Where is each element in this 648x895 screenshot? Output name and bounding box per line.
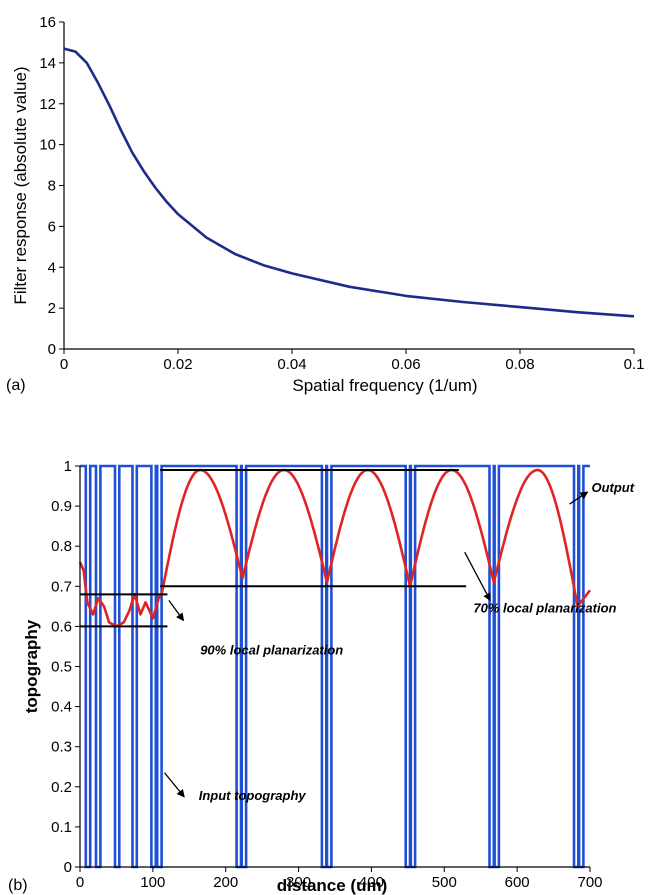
- x-tick-label: 0.08: [505, 356, 534, 373]
- x-tick-label: 200: [213, 874, 238, 891]
- y-tick-label: 0.7: [51, 578, 72, 595]
- y-tick-label: 0.9: [51, 498, 72, 515]
- x-tick-label: 400: [359, 874, 384, 891]
- output-annotation: Output: [591, 480, 634, 495]
- y-tick-label: 14: [39, 55, 56, 72]
- y-tick-label: 0.6: [51, 618, 72, 635]
- x-axis-label: distance (um): [277, 876, 388, 895]
- x-tick-label: 300: [286, 874, 311, 891]
- x-tick-label: 100: [140, 874, 165, 891]
- y-tick-label: 2: [48, 300, 56, 317]
- filter-response-line: [63, 47, 635, 318]
- y-tick-label: 1: [64, 458, 72, 475]
- y-tick-label: 0: [64, 859, 72, 876]
- y-tick-label: 8: [48, 178, 56, 195]
- x-tick-label: 500: [432, 874, 457, 891]
- input-topography-line: [80, 464, 590, 869]
- output-topography-line: [78, 468, 592, 628]
- chart-a: 0 2 4 6 8 10 12 14 16 0 0.02 0.04 0.06 0.08 0.1 Spatial…: [6, 14, 644, 395]
- y-tick-label: 0.4: [51, 699, 72, 716]
- planarization-70-annotation: 70% local planarization: [473, 600, 616, 615]
- panel-label-a: (a): [6, 377, 26, 394]
- output-arrow: [569, 491, 589, 505]
- y-tick-label: 0.3: [51, 739, 72, 756]
- y-tick-label: 12: [39, 96, 56, 113]
- y-axis-label: Filter response (absolute value): [11, 66, 30, 304]
- x-tick-label: 700: [577, 874, 602, 891]
- chart-b: 0 0.1 0.2 0.3 0.4 0.5 0.6 0.7 0.8 0.9 1 0 100 200 300 4…: [8, 458, 635, 895]
- y-tick-label: 0: [48, 341, 56, 358]
- x-tick-label: 0: [76, 874, 84, 891]
- y-tick-label: 0.1: [51, 819, 72, 836]
- x-tick-label: 0: [60, 356, 68, 373]
- x-tick-label: 0.06: [391, 356, 420, 373]
- x-tick-label: 0.1: [624, 356, 645, 373]
- y-tick-label: 0.2: [51, 779, 72, 796]
- x-axis-label: Spatial frequency (1/um): [292, 376, 477, 395]
- planarization-90-annotation: 90% local planarization: [200, 642, 343, 657]
- y-tick-label: 4: [48, 259, 56, 276]
- x-tick-label: 0.02: [163, 356, 192, 373]
- y-axis-label: topography: [22, 619, 41, 713]
- y-tick-label: 6: [48, 218, 56, 235]
- planarization-70-arrow: [464, 551, 491, 602]
- y-tick-label: 10: [39, 137, 56, 154]
- input-topography-arrow: [164, 772, 185, 798]
- panel-label-b: (b): [8, 877, 28, 894]
- y-tick-label: 0.8: [51, 538, 72, 555]
- planarization-90-arrow: [168, 599, 185, 622]
- y-tick-label: 16: [39, 14, 56, 31]
- x-tick-label: 0.04: [277, 356, 306, 373]
- input-topography-annotation: Input topography: [199, 788, 307, 803]
- y-tick-label: 0.5: [51, 659, 72, 676]
- x-tick-label: 600: [505, 874, 530, 891]
